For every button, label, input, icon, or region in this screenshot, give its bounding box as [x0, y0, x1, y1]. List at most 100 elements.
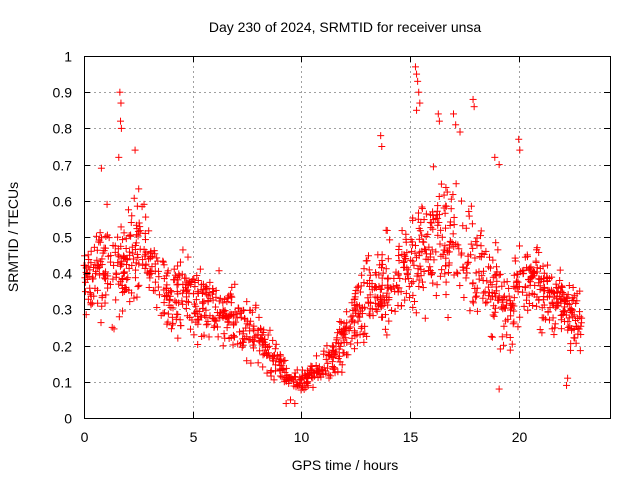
- data-point: [416, 248, 424, 256]
- data-point: [278, 366, 286, 374]
- data-point: [115, 313, 123, 321]
- data-point: [411, 249, 419, 257]
- data-point: [129, 255, 137, 263]
- data-point: [567, 346, 575, 354]
- data-point: [498, 282, 506, 290]
- data-point: [185, 298, 193, 306]
- data-point: [162, 284, 170, 292]
- data-point: [227, 299, 235, 307]
- data-point: [446, 237, 454, 245]
- data-point: [275, 355, 283, 363]
- data-point: [506, 346, 514, 354]
- data-point: [469, 95, 477, 103]
- y-axis-title: SRMTID / TECUs: [5, 182, 21, 292]
- data-point: [452, 121, 460, 129]
- data-point: [465, 208, 473, 216]
- data-point: [387, 284, 395, 292]
- data-point: [252, 332, 260, 340]
- data-point: [247, 359, 255, 367]
- data-point: [438, 266, 446, 274]
- data-point: [514, 278, 522, 286]
- data-point: [426, 263, 434, 271]
- chart-title: Day 230 of 2024, SRMTID for receiver uns…: [209, 19, 482, 35]
- data-point: [478, 249, 486, 257]
- data-point: [472, 238, 480, 246]
- data-point: [180, 286, 188, 294]
- data-point: [450, 110, 458, 118]
- data-point: [117, 223, 125, 231]
- data-point: [533, 244, 541, 252]
- data-point: [263, 369, 271, 377]
- data-point: [271, 345, 279, 353]
- data-point: [515, 242, 523, 250]
- data-point: [384, 255, 392, 263]
- data-point: [334, 368, 342, 376]
- y-tick-label: 0.7: [53, 158, 73, 174]
- data-point: [356, 313, 364, 321]
- data-point: [126, 251, 134, 259]
- data-point: [445, 259, 453, 267]
- data-point: [117, 242, 125, 250]
- data-point: [362, 257, 370, 265]
- data-point: [269, 357, 277, 365]
- data-point: [372, 271, 380, 279]
- data-point: [445, 248, 453, 256]
- data-point: [328, 358, 336, 366]
- data-point: [494, 296, 502, 304]
- data-point: [147, 247, 155, 255]
- data-point: [471, 285, 479, 293]
- data-point: [198, 313, 206, 321]
- data-point: [450, 271, 458, 279]
- data-point: [245, 321, 253, 329]
- data-point: [246, 306, 254, 314]
- data-point: [140, 200, 148, 208]
- data-point: [409, 303, 417, 311]
- data-point: [231, 308, 239, 316]
- data-point: [565, 314, 573, 322]
- data-point: [133, 250, 141, 258]
- data-point: [182, 287, 190, 295]
- data-point: [449, 230, 457, 238]
- data-point: [468, 220, 476, 228]
- data-point: [487, 264, 495, 272]
- data-point: [422, 210, 430, 218]
- data-point: [562, 297, 570, 305]
- data-point: [556, 266, 564, 274]
- data-point: [539, 262, 547, 270]
- data-point: [540, 314, 548, 322]
- data-point: [557, 325, 565, 333]
- data-point: [133, 202, 141, 210]
- data-point: [479, 294, 487, 302]
- data-point: [104, 272, 112, 280]
- data-point: [414, 209, 422, 217]
- data-point: [394, 301, 402, 309]
- data-point: [212, 293, 220, 301]
- data-point: [200, 331, 208, 339]
- data-point: [87, 299, 95, 307]
- data-point: [101, 244, 109, 252]
- data-point: [192, 296, 200, 304]
- data-point: [154, 283, 162, 291]
- data-point: [116, 278, 124, 286]
- data-point: [109, 241, 117, 249]
- data-point: [409, 216, 417, 224]
- data-point: [391, 287, 399, 295]
- data-point: [112, 269, 120, 277]
- data-point: [410, 261, 418, 269]
- data-point: [159, 309, 167, 317]
- data-point: [441, 242, 449, 250]
- data-point: [229, 341, 237, 349]
- data-point: [132, 221, 140, 229]
- data-point: [89, 275, 97, 283]
- data-point: [510, 294, 518, 302]
- data-point: [98, 261, 106, 269]
- data-point: [114, 251, 122, 259]
- data-point: [212, 303, 220, 311]
- data-point: [416, 227, 424, 235]
- data-point: [414, 270, 422, 278]
- data-point: [182, 304, 190, 312]
- data-point: [360, 338, 368, 346]
- data-point: [272, 340, 280, 348]
- data-point: [415, 276, 423, 284]
- data-point: [514, 288, 522, 296]
